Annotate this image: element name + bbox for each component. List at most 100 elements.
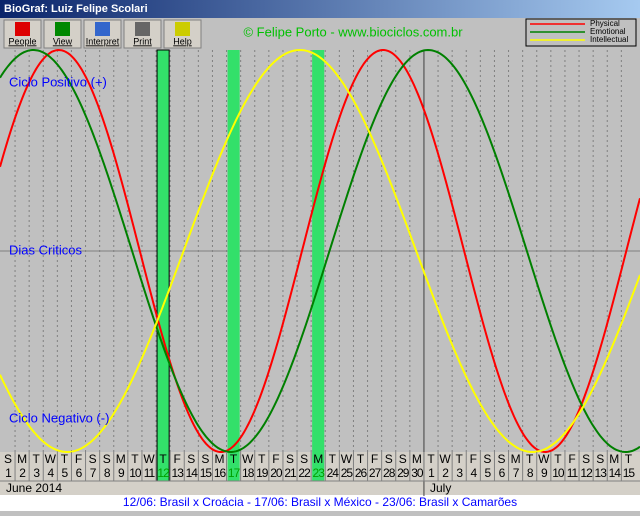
day-number: 28 (383, 466, 396, 480)
window-title: BioGraf: Luiz Felipe Scolari (4, 3, 148, 15)
day-number: 9 (541, 466, 548, 480)
weekday: M (511, 452, 521, 466)
weekday: W (538, 452, 550, 466)
day-number: 23 (313, 466, 326, 480)
legend-label: Physical (590, 19, 620, 28)
day-number: 9 (118, 466, 125, 480)
critical-day (156, 49, 170, 482)
day-number: 3 (33, 466, 40, 480)
weekday: T (61, 452, 69, 466)
weekday: T (554, 452, 562, 466)
day-number: 6 (499, 466, 506, 480)
toolbar-button[interactable] (163, 19, 202, 49)
day-number: 6 (76, 466, 83, 480)
weekday: M (609, 452, 619, 466)
weekday: W (242, 452, 254, 466)
weekday: T (625, 452, 633, 466)
status-text: 12/06: Brasil x Croácia - 17/06: Brasil … (123, 495, 517, 509)
weekday: M (412, 452, 422, 466)
weekday: F (174, 452, 181, 466)
weekday: S (483, 452, 491, 466)
cycle-curve (0, 48, 640, 454)
button-label: Interpret (86, 36, 120, 46)
day-number: 29 (397, 466, 410, 480)
weekday: F (470, 452, 477, 466)
day-number: 13 (595, 466, 608, 480)
day-number: 1 (5, 466, 12, 480)
legend-label: Intellectual (590, 35, 628, 44)
weekday: T (357, 452, 365, 466)
day-number: 4 (470, 466, 477, 480)
day-number: 8 (527, 466, 534, 480)
day-number: 11 (144, 466, 156, 480)
weekday: F (75, 452, 82, 466)
day-number: 15 (200, 466, 213, 480)
day-number: 2 (19, 466, 26, 480)
day-number: 5 (62, 466, 69, 480)
weekday: W (341, 452, 353, 466)
cycle-curve (0, 48, 640, 453)
day-number: 4 (47, 466, 54, 480)
button-icon (15, 22, 30, 36)
button-label: View (53, 36, 73, 46)
day-number: 22 (298, 466, 311, 480)
day-number: 13 (172, 466, 185, 480)
status-bar (0, 495, 640, 511)
day-number: 30 (411, 466, 424, 480)
day-number: 19 (256, 466, 269, 480)
weekday: F (568, 452, 575, 466)
day-number: 7 (513, 466, 520, 480)
weekday: T (329, 452, 337, 466)
day-number: 17 (228, 466, 241, 480)
day-number: 12 (580, 466, 593, 480)
day-number: 27 (369, 466, 382, 480)
weekday: S (4, 452, 12, 466)
positive-label: Ciclo Positivo (+) (9, 74, 107, 89)
weekday: M (313, 452, 323, 466)
weekday: S (399, 452, 407, 466)
day-number: 24 (327, 466, 340, 480)
weekday: S (201, 452, 209, 466)
weekday: T (526, 452, 534, 466)
button-icon (135, 22, 150, 36)
weekday: T (131, 452, 139, 466)
credit: © Felipe Porto - www.biociclos.com.br (243, 24, 463, 39)
weekday: S (89, 452, 97, 466)
critical-day (227, 50, 240, 481)
weekday: S (582, 452, 590, 466)
weekday: S (497, 452, 505, 466)
day-number: 12 (157, 466, 170, 480)
weekday: F (371, 452, 378, 466)
day-number: 1 (428, 466, 435, 480)
title-bar (0, 0, 640, 18)
weekday: T (258, 452, 266, 466)
weekday: W (45, 452, 57, 466)
day-number: 14 (186, 466, 199, 480)
weekday: S (103, 452, 111, 466)
day-number: 26 (355, 466, 368, 480)
day-number: 7 (90, 466, 97, 480)
weekday: S (187, 452, 195, 466)
weekday: T (159, 452, 167, 466)
critical-label: Dias Criticos (9, 242, 82, 257)
day-number: 20 (270, 466, 283, 480)
weekday: M (215, 452, 225, 466)
weekday: T (33, 452, 41, 466)
day-number: 14 (609, 466, 622, 480)
day-number: 8 (104, 466, 111, 480)
negative-label: Ciclo Negativo (-) (9, 410, 109, 425)
legend-label: Emotional (590, 27, 626, 36)
day-number: 2 (442, 466, 449, 480)
weekday: W (439, 452, 451, 466)
button-icon (55, 22, 70, 36)
day-number: 16 (214, 466, 227, 480)
weekday: T (456, 452, 464, 466)
weekday: W (143, 452, 155, 466)
weekday: T (427, 452, 435, 466)
button-label: Help (173, 36, 192, 46)
weekday: S (385, 452, 393, 466)
day-number: 10 (552, 466, 565, 480)
day-number: 25 (341, 466, 354, 480)
critical-day (312, 50, 325, 481)
